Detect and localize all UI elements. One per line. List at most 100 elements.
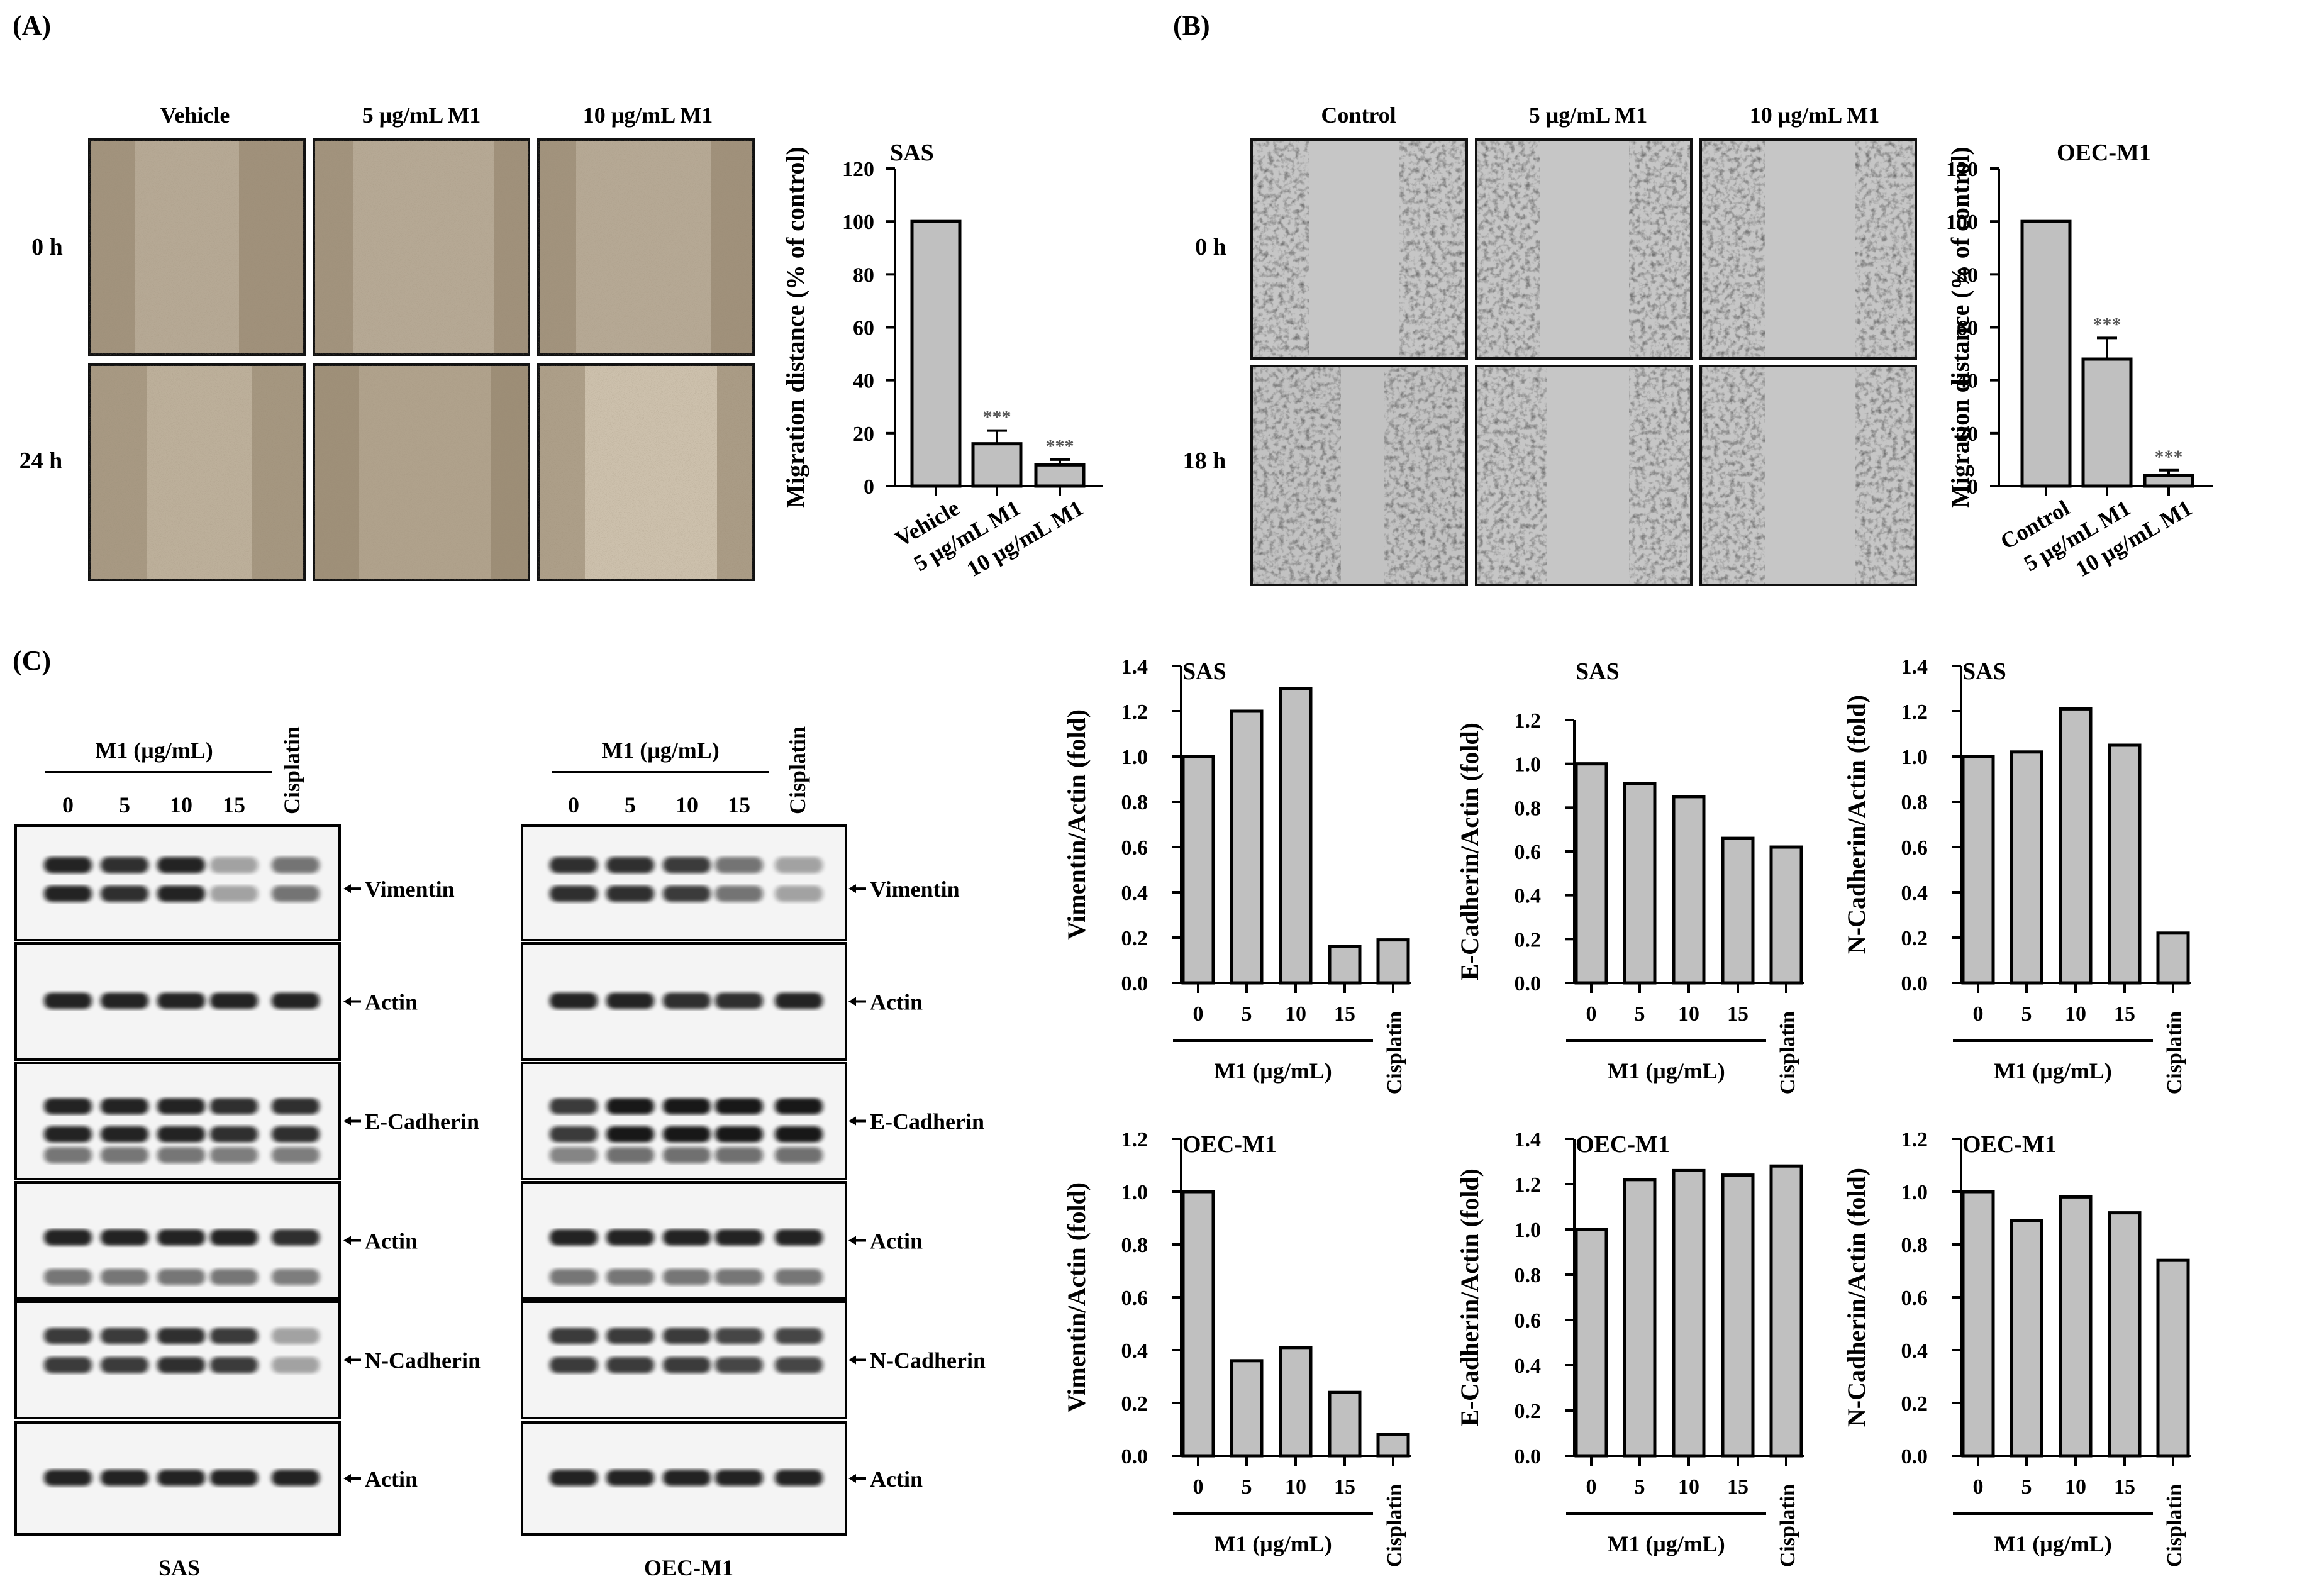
x-category-label: 5 xyxy=(1635,1002,1645,1026)
bar xyxy=(1279,687,1313,985)
blot-band xyxy=(550,1328,598,1344)
blot-band xyxy=(101,1098,148,1115)
bar xyxy=(2081,357,2133,488)
bar-chart: 0.0 0.2 0.4 0.6 0.8 1.0 1.2 E-Cadherin/Actin (f… xyxy=(1455,658,1804,1094)
y-tick-label: 0.2 xyxy=(1121,1392,1148,1416)
blot-band xyxy=(550,1268,598,1285)
blot-band xyxy=(775,1126,823,1143)
y-tick-label: 0.4 xyxy=(1901,882,1928,905)
blot-band xyxy=(101,1126,148,1143)
y-axis-label: Vimentin/Actin (fold) xyxy=(1062,1182,1091,1412)
lane-label: 5 xyxy=(625,792,636,818)
bar xyxy=(2156,931,2190,985)
micrograph xyxy=(88,138,306,356)
y-tick-label: 0.0 xyxy=(1901,1445,1928,1468)
panel-label-b: (B) xyxy=(1173,10,1210,41)
x-category-label: 15 xyxy=(1727,1475,1749,1499)
y-tick-label: 40 xyxy=(1957,370,1978,393)
x-category-label: 15 xyxy=(1334,1475,1355,1499)
blot-band xyxy=(272,1470,320,1486)
bar xyxy=(1328,1390,1362,1458)
marker-arrow-head xyxy=(343,884,351,894)
blot-band xyxy=(715,992,763,1009)
y-axis-label: N-Cadherin/Actin (fold) xyxy=(1842,695,1871,954)
marker-arrow-head xyxy=(848,1474,856,1483)
blot-band xyxy=(210,1126,258,1143)
x-category-label: Cisplatin xyxy=(1776,1484,1799,1567)
bar xyxy=(1574,762,1608,985)
y-tick-label: 0.8 xyxy=(1121,791,1148,814)
bar xyxy=(2059,707,2093,985)
marker-arrow-head xyxy=(343,997,351,1006)
significance-label: *** xyxy=(2093,314,2121,335)
blot-band xyxy=(663,1356,711,1373)
blot-band xyxy=(606,1470,654,1486)
blot-band xyxy=(210,885,258,902)
bar xyxy=(1623,782,1657,985)
bar xyxy=(1961,1190,1995,1458)
chart-title: SAS xyxy=(1182,658,1226,685)
x-category-label: 5 xyxy=(2021,1475,2032,1499)
bar xyxy=(1721,836,1755,985)
blot-band xyxy=(663,1470,711,1486)
blot-band xyxy=(663,1147,711,1163)
y-tick-label: 0.0 xyxy=(1121,1445,1148,1468)
blot-band xyxy=(775,1328,823,1344)
blot-band xyxy=(44,856,92,873)
x-category-label: 0 xyxy=(1193,1475,1204,1499)
micrograph xyxy=(1475,138,1693,360)
marker-arrow-head xyxy=(848,1355,856,1365)
blot-band xyxy=(101,885,148,902)
y-tick-label: 0.8 xyxy=(1515,1264,1542,1287)
bar xyxy=(1181,755,1215,985)
blot-band xyxy=(44,1356,92,1373)
blot-marker-label: Actin xyxy=(365,1466,418,1492)
lane-label: Cisplatin xyxy=(279,726,304,814)
y-tick-label: 0 xyxy=(864,475,874,499)
chart-title: OEC-M1 xyxy=(1962,1131,2057,1158)
x-category-label: 5 xyxy=(1242,1002,1252,1026)
lane-label: 15 xyxy=(223,792,245,818)
y-tick-label: 120 xyxy=(842,158,874,181)
panel-b-col-label: 5 μg/mL M1 xyxy=(1529,103,1647,128)
y-tick-label: 100 xyxy=(842,211,874,234)
blot-band xyxy=(663,992,711,1009)
blot-band xyxy=(157,1229,205,1246)
panel-a-col-label: Vehicle xyxy=(160,103,230,128)
blot-band xyxy=(44,992,92,1009)
chart-title: OEC-M1 xyxy=(2057,140,2151,166)
blot-band xyxy=(101,992,148,1009)
y-tick-label: 1.2 xyxy=(1121,701,1148,724)
blot-band xyxy=(44,1229,92,1246)
bar-chart: 0.0 0.2 0.4 0.6 0.8 1.0 1.2 Vimentin/Actin (fol… xyxy=(1062,1128,1411,1567)
blot-band xyxy=(101,856,148,873)
bar xyxy=(1574,1228,1608,1458)
blot-band xyxy=(210,856,258,873)
blot-band xyxy=(157,1356,205,1373)
blot-band xyxy=(715,885,763,902)
blot-band xyxy=(775,992,823,1009)
blot-band xyxy=(550,1470,598,1486)
y-tick-label: 1.0 xyxy=(1901,1181,1928,1204)
y-tick-label: 1.4 xyxy=(1901,655,1928,679)
y-tick-label: 80 xyxy=(853,263,874,287)
x-category-label: 15 xyxy=(1334,1002,1355,1026)
panel-a-col-label: 5 μg/mL M1 xyxy=(362,103,481,128)
blot-marker-label: Actin xyxy=(870,1229,923,1254)
blot-band xyxy=(715,1470,763,1486)
blot-band xyxy=(44,1268,92,1285)
blot-band xyxy=(44,1470,92,1486)
y-tick-label: 1.0 xyxy=(1121,1181,1148,1204)
y-tick-label: 1.2 xyxy=(1901,701,1928,724)
blot-band xyxy=(606,992,654,1009)
blot-band xyxy=(715,1328,763,1344)
blot-band xyxy=(663,1098,711,1115)
x-category-label: Cisplatin xyxy=(1383,1011,1406,1094)
bar xyxy=(1034,463,1086,488)
y-tick-label: 1.2 xyxy=(1121,1128,1148,1151)
blot-band xyxy=(550,1098,598,1115)
bar xyxy=(1769,845,1803,985)
micrograph xyxy=(1699,138,1917,360)
blot-band xyxy=(210,1229,258,1246)
y-tick-label: 1.0 xyxy=(1121,746,1148,769)
